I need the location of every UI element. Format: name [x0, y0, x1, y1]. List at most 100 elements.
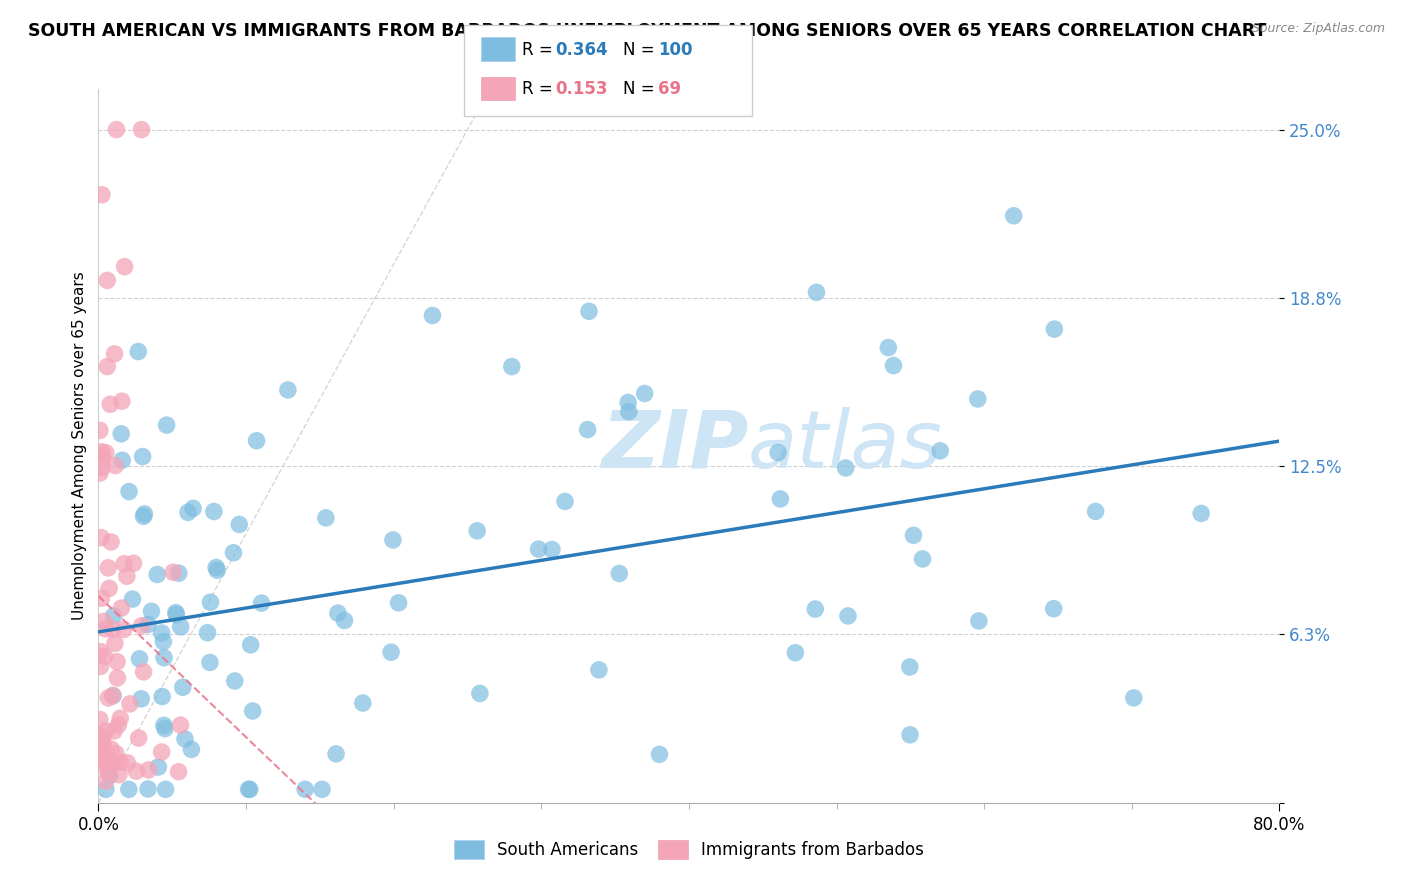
Point [1084, 504, 1107, 518]
Point [93, 649, 115, 664]
Point [108, 768, 131, 782]
Point [238, 782, 260, 797]
Point [101, 689, 124, 703]
Point [222, 546, 245, 560]
Point [100, 742, 122, 756]
Point [150, 690, 173, 704]
Point [132, 509, 155, 524]
Point [806, 285, 828, 300]
Point [103, 347, 125, 361]
Point [898, 660, 921, 674]
Point [94, 724, 117, 739]
Point [110, 601, 132, 615]
Point [153, 718, 176, 732]
Point [110, 711, 132, 725]
Point [118, 697, 141, 711]
Point [107, 671, 129, 685]
Text: 0.153: 0.153 [555, 80, 607, 98]
Point [101, 755, 124, 769]
Point [97, 765, 120, 780]
Point [128, 731, 150, 745]
Point [250, 596, 273, 610]
Point [127, 344, 149, 359]
Point [911, 552, 934, 566]
Point [98, 768, 121, 782]
Point [136, 617, 159, 632]
Point [352, 696, 374, 710]
Point [228, 517, 250, 532]
Point [98, 397, 121, 411]
Point [93, 736, 115, 750]
Point [107, 718, 129, 732]
Point [122, 557, 145, 571]
Point [150, 745, 173, 759]
Point [97, 690, 120, 705]
Point [112, 557, 135, 571]
Point [91, 746, 114, 760]
Point [527, 542, 550, 557]
Point [311, 782, 333, 797]
Point [112, 623, 135, 637]
Point [607, 566, 630, 581]
Point [89, 713, 111, 727]
Point [205, 560, 228, 574]
Point [1002, 209, 1025, 223]
Point [148, 760, 170, 774]
Point [110, 426, 132, 441]
Point [117, 756, 139, 770]
Point [114, 260, 136, 274]
Point [202, 504, 225, 518]
Point [138, 763, 160, 777]
Point [877, 341, 900, 355]
Text: 100: 100 [658, 41, 693, 59]
Point [177, 505, 200, 519]
Point [174, 731, 197, 746]
Point [634, 386, 657, 401]
Point [162, 566, 184, 580]
Point [131, 450, 153, 464]
Point [91, 460, 114, 475]
Point [89, 659, 111, 673]
Point [246, 434, 269, 448]
Point [325, 747, 347, 761]
Point [134, 507, 156, 521]
Text: 69: 69 [658, 80, 681, 98]
Point [785, 646, 807, 660]
Point [105, 655, 128, 669]
Point [180, 742, 202, 756]
Point [90, 591, 112, 606]
Point [200, 595, 222, 609]
Point [422, 309, 444, 323]
Point [101, 689, 124, 703]
Text: Source: ZipAtlas.com: Source: ZipAtlas.com [1251, 22, 1385, 36]
Point [91, 731, 114, 746]
Point [125, 764, 148, 779]
Point [93, 615, 115, 629]
Point [131, 122, 153, 136]
Point [1189, 507, 1212, 521]
Point [239, 638, 262, 652]
Point [617, 395, 640, 409]
Point [121, 592, 143, 607]
Point [207, 563, 229, 577]
Point [198, 656, 221, 670]
Point [588, 663, 610, 677]
Point [326, 606, 349, 620]
Point [898, 728, 921, 742]
Point [882, 359, 904, 373]
Point [94, 446, 117, 460]
Point [94, 782, 117, 797]
Point [966, 392, 988, 406]
Point [277, 383, 299, 397]
Point [578, 304, 600, 318]
Point [94, 622, 117, 636]
Text: N =: N = [623, 80, 659, 98]
Point [155, 418, 177, 433]
Point [155, 782, 177, 797]
Point [108, 755, 131, 769]
Point [170, 620, 193, 634]
Point [101, 622, 124, 636]
Point [94, 756, 117, 770]
Point [769, 491, 792, 506]
Point [132, 665, 155, 679]
